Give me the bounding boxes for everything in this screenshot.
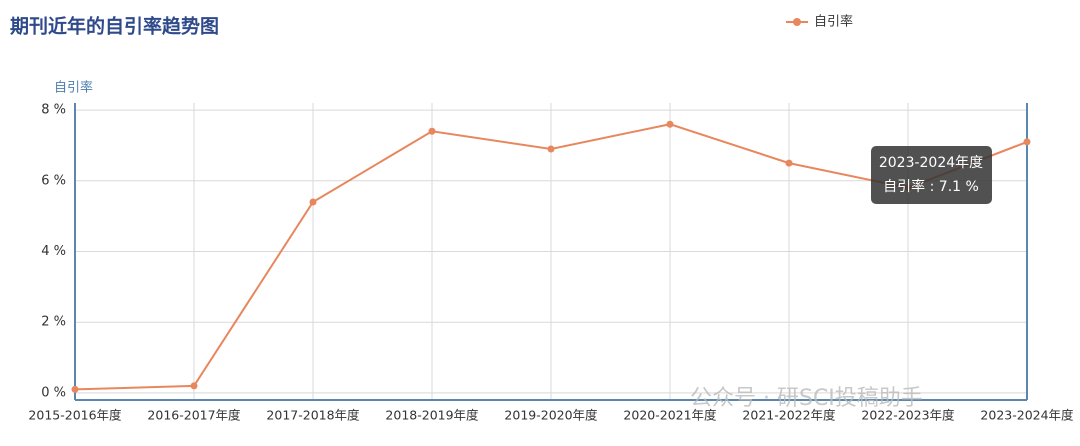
legend-label: 自引率 [814, 14, 853, 30]
x-tick-label: 2020-2021年度 [623, 408, 717, 423]
x-tick-label: 2018-2019年度 [385, 408, 479, 423]
x-tick-label: 2015-2016年度 [28, 408, 122, 423]
point [785, 159, 793, 167]
point [309, 198, 317, 206]
point [666, 120, 674, 128]
x-tick-label: 2021-2022年度 [742, 408, 836, 423]
y-axis-label: 自引率 [54, 80, 93, 96]
watermark: 公众号 · 研SCI投稿助手 [690, 386, 923, 411]
point [71, 385, 79, 393]
y-tick-label: 4 % [41, 244, 66, 259]
y-tick-label: 0 % [41, 385, 66, 400]
x-tick-label: 2017-2018年度 [266, 408, 360, 423]
legend-marker [793, 18, 801, 26]
point [547, 145, 555, 153]
x-tick-label: 2019-2020年度 [504, 408, 598, 423]
tooltip-box [871, 146, 992, 204]
point [428, 127, 436, 135]
y-tick-label: 6 % [41, 173, 66, 188]
chart-title: 期刊近年的自引率趋势图 [10, 15, 219, 38]
x-tick-label: 2022-2023年度 [861, 408, 955, 423]
point [1023, 138, 1031, 146]
point [190, 382, 198, 390]
tooltip-label: 自引率 : 7.1 % [883, 178, 979, 195]
tooltip-title: 2023-2024年度 [879, 155, 983, 171]
x-tick-label: 2016-2017年度 [147, 408, 241, 423]
y-tick-label: 8 % [41, 103, 66, 118]
y-tick-label: 2 % [41, 315, 66, 330]
x-tick-label: 2023-2024年度 [980, 408, 1074, 423]
